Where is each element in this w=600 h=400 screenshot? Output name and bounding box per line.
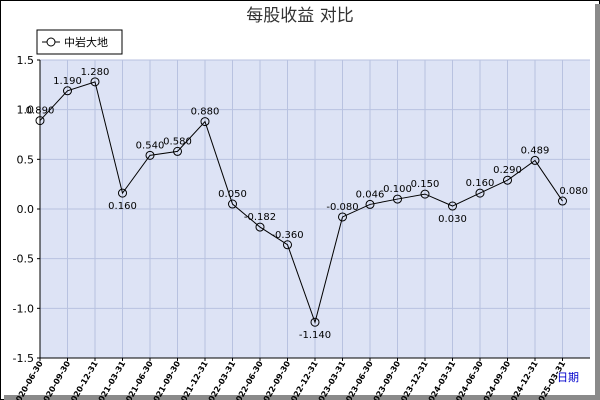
data-label: 0.050 <box>218 189 247 200</box>
data-point-marker <box>228 199 237 209</box>
data-label: -1.140 <box>299 330 331 341</box>
data-point-marker <box>118 188 127 198</box>
data-point-marker <box>420 189 430 199</box>
legend-series-name: 中岩大地 <box>64 35 108 49</box>
grid-lines <box>39 59 590 359</box>
y-tick-label: 1.0 <box>17 104 35 117</box>
legend: 中岩大地 <box>36 29 123 55</box>
y-tick-label: 1.5 <box>17 54 35 67</box>
data-point-marker <box>558 196 567 206</box>
y-tick-label: -1.0 <box>13 302 34 315</box>
data-label: 0.100 <box>383 184 412 195</box>
data-point-marker <box>448 201 457 211</box>
data-point-marker <box>283 240 292 250</box>
data-point-marker <box>365 199 375 209</box>
data-point-marker <box>145 150 155 160</box>
data-label: 0.489 <box>521 145 550 156</box>
data-label: -0.360 <box>271 230 303 241</box>
data-point-marker <box>338 212 347 222</box>
data-point-marker <box>475 188 485 198</box>
chart-title: 每股收益 对比 <box>246 6 353 26</box>
data-label: 0.046 <box>356 189 385 200</box>
data-point-marker <box>530 155 540 165</box>
data-point-marker <box>503 175 512 185</box>
data-point-marker <box>255 222 265 232</box>
data-label: 0.540 <box>136 140 165 151</box>
data-label: -0.182 <box>244 212 276 223</box>
data-point-marker <box>90 77 100 87</box>
x-axis-label: 日期 <box>557 371 579 384</box>
data-label: 0.150 <box>411 179 440 190</box>
data-point-marker <box>63 86 72 96</box>
y-tick-label: 0.0 <box>17 203 35 216</box>
data-point-marker <box>310 317 320 327</box>
frame-shadow-bottom <box>4 395 600 400</box>
data-point-marker <box>35 116 45 126</box>
y-axis-ticks: -1.5 -1.0 -0.5 0.0 0.5 1.0 1.5 <box>13 54 40 365</box>
data-point-marker <box>173 146 182 156</box>
x-axis-ticks: 2020-06-302020-09-302020-12-312021-03-31… <box>11 358 567 400</box>
data-label: 0.880 <box>191 107 220 118</box>
data-label: 1.280 <box>81 67 110 78</box>
data-label: 0.890 <box>26 106 55 117</box>
data-label: 0.080 <box>559 186 588 197</box>
data-point-marker <box>393 194 402 204</box>
y-tick-label: -0.5 <box>13 253 34 266</box>
data-label: 1.190 <box>53 76 82 87</box>
legend-marker-icon <box>46 37 56 47</box>
data-label: 0.160 <box>466 178 495 189</box>
data-label: 0.580 <box>163 136 192 147</box>
series-layer <box>35 77 567 327</box>
y-tick-label: -1.5 <box>13 352 34 365</box>
data-label: 0.290 <box>493 165 522 176</box>
x-tick-label: 2020-06-30 <box>11 359 45 400</box>
data-label: 0.030 <box>438 214 467 225</box>
data-label: 0.160 <box>108 201 137 212</box>
series-line <box>39 81 563 324</box>
y-tick-label: 0.5 <box>17 153 35 166</box>
data-label: -0.080 <box>326 202 358 213</box>
frame-shadow-right <box>595 4 600 400</box>
data-point-marker <box>200 117 210 127</box>
